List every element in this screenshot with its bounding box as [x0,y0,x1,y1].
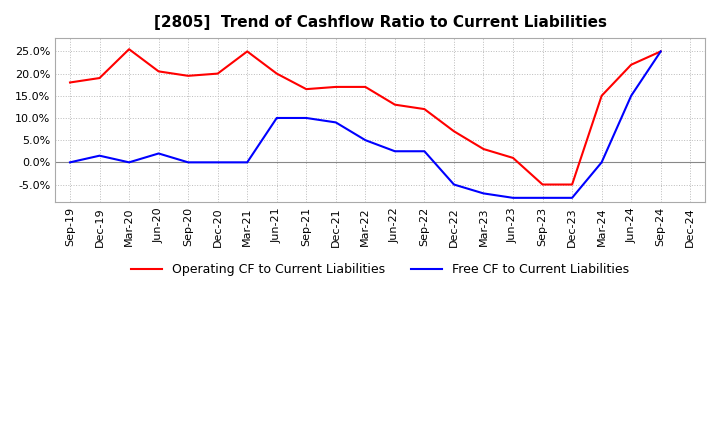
Free CF to Current Liabilities [509,195,518,201]
Operating CF to Current Liabilities [390,102,399,107]
Operating CF to Current Liabilities [302,87,310,92]
Free CF to Current Liabilities [657,49,665,54]
Operating CF to Current Liabilities [539,182,547,187]
Free CF to Current Liabilities [95,153,104,158]
Operating CF to Current Liabilities [95,75,104,81]
Operating CF to Current Liabilities [657,49,665,54]
Legend: Operating CF to Current Liabilities, Free CF to Current Liabilities: Operating CF to Current Liabilities, Fre… [126,258,634,282]
Operating CF to Current Liabilities [243,49,251,54]
Line: Operating CF to Current Liabilities: Operating CF to Current Liabilities [70,49,661,184]
Free CF to Current Liabilities [272,115,281,121]
Operating CF to Current Liabilities [272,71,281,76]
Free CF to Current Liabilities [125,160,133,165]
Line: Free CF to Current Liabilities: Free CF to Current Liabilities [70,51,661,198]
Free CF to Current Liabilities [213,160,222,165]
Operating CF to Current Liabilities [361,84,369,90]
Operating CF to Current Liabilities [449,128,458,134]
Operating CF to Current Liabilities [125,47,133,52]
Operating CF to Current Liabilities [154,69,163,74]
Operating CF to Current Liabilities [627,62,636,67]
Title: [2805]  Trend of Cashflow Ratio to Current Liabilities: [2805] Trend of Cashflow Ratio to Curren… [153,15,607,30]
Operating CF to Current Liabilities [568,182,577,187]
Free CF to Current Liabilities [480,191,488,196]
Free CF to Current Liabilities [539,195,547,201]
Operating CF to Current Liabilities [213,71,222,76]
Free CF to Current Liabilities [184,160,192,165]
Operating CF to Current Liabilities [66,80,74,85]
Free CF to Current Liabilities [598,160,606,165]
Free CF to Current Liabilities [361,138,369,143]
Free CF to Current Liabilities [66,160,74,165]
Free CF to Current Liabilities [331,120,340,125]
Operating CF to Current Liabilities [509,155,518,161]
Free CF to Current Liabilities [154,151,163,156]
Free CF to Current Liabilities [302,115,310,121]
Operating CF to Current Liabilities [480,147,488,152]
Free CF to Current Liabilities [568,195,577,201]
Operating CF to Current Liabilities [598,93,606,99]
Free CF to Current Liabilities [627,93,636,99]
Free CF to Current Liabilities [420,149,428,154]
Free CF to Current Liabilities [449,182,458,187]
Free CF to Current Liabilities [390,149,399,154]
Free CF to Current Liabilities [243,160,251,165]
Operating CF to Current Liabilities [184,73,192,78]
Operating CF to Current Liabilities [420,106,428,112]
Operating CF to Current Liabilities [331,84,340,90]
